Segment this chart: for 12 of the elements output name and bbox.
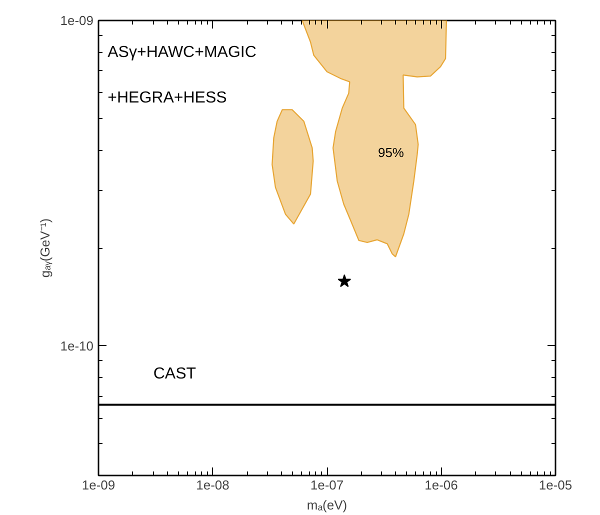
x-tick-label: 1e-06 (424, 478, 458, 492)
ref-line-label: CAST (153, 366, 196, 383)
x-axis-title: mₐ(eV) (306, 498, 348, 512)
x-tick-label: 1e-08 (196, 478, 230, 492)
y-axis-title: gₐᵧ(GeV⁻¹) (37, 218, 52, 278)
x-tick-label: 1e-07 (310, 478, 344, 492)
annotation: +HEGRA+HESS (108, 89, 227, 106)
annotation: ASγ+HAWC+MAGIC (108, 44, 256, 61)
x-tick-label: 1e-09 (82, 478, 116, 492)
y-tick-label: 1e-10 (60, 338, 94, 354)
x-tick-label: 1e-05 (538, 478, 572, 492)
annotation: 95% (378, 144, 404, 160)
